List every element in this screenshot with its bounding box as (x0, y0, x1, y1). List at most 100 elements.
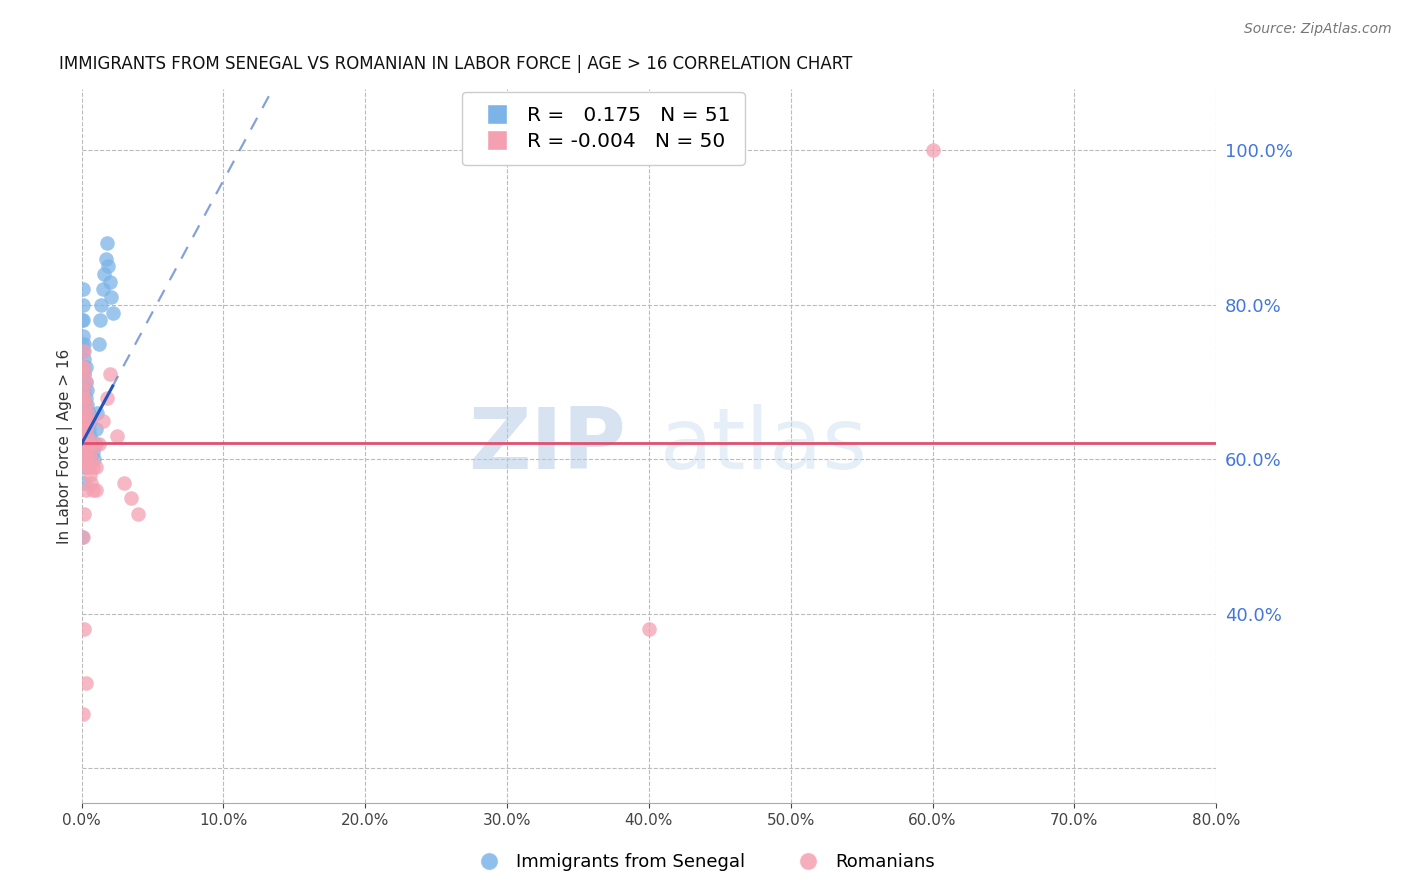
Text: Source: ZipAtlas.com: Source: ZipAtlas.com (1244, 22, 1392, 37)
Point (75, 676, 97, 690)
Point (73, 429, 96, 443)
Point (96, 391, 118, 405)
Point (80, 452, 103, 467)
Point (94, 252, 117, 266)
Point (84, 460, 107, 475)
Point (72, 359, 94, 374)
Point (82, 460, 104, 475)
Point (77, 406, 100, 420)
Point (79, 429, 101, 443)
Point (72, 283, 94, 297)
Point (73, 507, 96, 521)
Point (82, 483, 104, 498)
Point (75, 398, 97, 412)
Point (73, 336, 96, 351)
Point (73, 414, 96, 428)
Point (90, 298, 112, 312)
Point (87, 336, 110, 351)
Point (91, 283, 114, 297)
Point (120, 491, 142, 505)
Point (100, 290, 122, 304)
Point (72, 298, 94, 312)
Point (96, 236, 118, 251)
Point (73, 344, 96, 359)
Text: ZIP: ZIP (468, 404, 626, 487)
Point (84, 421, 107, 435)
Point (80, 475, 103, 490)
Point (75, 444, 97, 458)
Point (76, 414, 98, 428)
Point (70, 414, 93, 428)
Point (77, 421, 100, 435)
Point (73, 414, 96, 428)
Point (72, 406, 94, 420)
Point (77, 437, 100, 451)
Point (98, 368, 121, 382)
Point (76, 460, 98, 475)
Point (75, 483, 97, 498)
Point (70, 429, 93, 443)
Point (73, 398, 96, 412)
Point (76, 452, 98, 467)
Point (72, 313, 94, 327)
Point (97, 260, 120, 274)
Point (77, 437, 100, 451)
Point (73, 437, 96, 451)
Point (112, 475, 135, 490)
Point (70, 359, 93, 374)
Point (72, 344, 94, 359)
Point (75, 406, 97, 420)
Point (75, 359, 97, 374)
Point (72, 359, 94, 374)
Point (638, 623, 661, 637)
Point (921, 144, 943, 158)
Point (98, 275, 121, 289)
Point (72, 452, 94, 467)
Point (72, 429, 94, 443)
Point (105, 429, 128, 443)
Point (75, 421, 97, 435)
Point (91, 414, 114, 428)
Point (73, 391, 96, 405)
Point (79, 414, 101, 428)
Point (72, 391, 94, 405)
Point (75, 375, 97, 389)
Point (73, 368, 96, 382)
Point (73, 351, 96, 366)
Point (72, 328, 94, 343)
Point (79, 467, 101, 482)
Point (93, 267, 115, 281)
Point (72, 383, 94, 397)
Point (79, 444, 101, 458)
Point (73, 623, 96, 637)
Point (72, 444, 94, 458)
Point (70, 313, 93, 327)
Point (70, 359, 93, 374)
Point (80, 437, 103, 451)
Y-axis label: In Labor Force | Age > 16: In Labor Force | Age > 16 (58, 348, 73, 543)
Point (84, 483, 107, 498)
Point (70, 391, 93, 405)
Point (76, 429, 98, 443)
Legend: R =   0.175   N = 51, R = -0.004   N = 50: R = 0.175 N = 51, R = -0.004 N = 50 (463, 92, 745, 165)
Point (75, 391, 97, 405)
Point (127, 507, 149, 521)
Point (84, 437, 107, 451)
Point (76, 383, 98, 397)
Point (89, 313, 111, 327)
Point (83, 452, 105, 467)
Point (73, 368, 96, 382)
Point (70, 336, 93, 351)
Point (77, 460, 100, 475)
Point (73, 383, 96, 397)
Point (72, 707, 94, 722)
Point (77, 414, 100, 428)
Text: atlas: atlas (661, 404, 869, 487)
Point (87, 437, 110, 451)
Point (72, 530, 94, 544)
Legend: Immigrants from Senegal, Romanians: Immigrants from Senegal, Romanians (464, 847, 942, 879)
Point (101, 305, 124, 319)
Point (76, 398, 98, 412)
Point (83, 437, 105, 451)
Point (70, 530, 93, 544)
